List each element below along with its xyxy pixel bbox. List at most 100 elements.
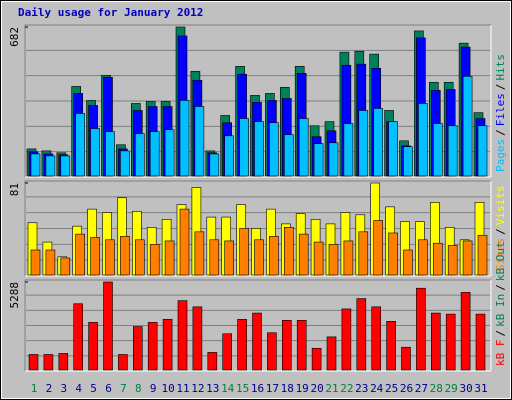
chart-title: Daily usage for January 2012 <box>18 6 203 19</box>
x-tick-label: 13 <box>206 382 219 395</box>
bar <box>462 240 473 276</box>
bar <box>311 347 322 371</box>
y-tick-label: 81 <box>8 183 21 196</box>
x-tick-label: 19 <box>296 382 309 395</box>
bar <box>88 322 98 371</box>
legend-separator: / <box>494 228 507 235</box>
bar <box>477 234 488 276</box>
bar <box>252 312 262 371</box>
x-tick-label: 25 <box>385 382 398 395</box>
bar <box>45 249 56 276</box>
x-tick-label: 18 <box>281 382 294 395</box>
x-tick-label: 11 <box>176 382 189 395</box>
bar <box>418 103 428 177</box>
x-tick-label: 24 <box>370 382 384 395</box>
bar <box>103 281 113 371</box>
x-tick-label: 30 <box>459 382 472 395</box>
y-tick-label: 5288 <box>8 282 21 309</box>
bar <box>254 121 264 177</box>
legend-entry: kB F <box>494 340 507 367</box>
bar <box>120 150 130 177</box>
x-tick-label: 4 <box>75 382 82 395</box>
bar <box>430 312 441 371</box>
bar <box>462 76 473 177</box>
bar <box>403 146 413 177</box>
bar <box>313 241 324 276</box>
legend-entry: Pages <box>494 139 507 172</box>
bar <box>447 125 458 177</box>
legend-entry: Hits <box>494 54 507 81</box>
bar <box>147 322 158 371</box>
x-tick-label: 31 <box>474 382 487 395</box>
x-tick-label: 29 <box>445 382 458 395</box>
bar <box>60 257 71 276</box>
bar <box>133 326 143 371</box>
bar <box>149 131 160 177</box>
bar <box>90 128 100 177</box>
x-tick-label: 2 <box>46 382 53 395</box>
bar <box>445 313 456 371</box>
bar <box>388 232 398 276</box>
legend: Sites / Visits <box>494 186 507 272</box>
legend-entry: Sites <box>494 238 507 271</box>
bar <box>373 108 384 177</box>
bar <box>432 242 443 276</box>
x-tick-label: 22 <box>340 382 353 395</box>
bar <box>179 208 190 276</box>
x-tick-label: 12 <box>191 382 204 395</box>
bar <box>269 236 279 276</box>
x-tick-label: 7 <box>120 382 127 395</box>
bar <box>120 236 130 276</box>
bar <box>179 100 190 177</box>
bar <box>418 239 428 276</box>
legend-entry: kB Out <box>494 241 507 281</box>
x-tick-label: 8 <box>135 382 142 395</box>
bar <box>358 110 369 177</box>
x-tick-label: 3 <box>60 382 67 395</box>
bar <box>149 244 160 276</box>
x-tick-label: 9 <box>150 382 157 395</box>
bar <box>222 333 232 371</box>
bar <box>194 106 205 177</box>
bar <box>388 121 398 177</box>
bar <box>281 320 292 371</box>
bar <box>30 249 41 276</box>
bar <box>90 237 100 276</box>
bar <box>283 134 294 177</box>
legend: Pages / Files / Hits <box>494 54 507 172</box>
bar <box>403 249 413 276</box>
legend-entry: Visits <box>494 186 507 226</box>
bar <box>475 313 486 371</box>
y-tick-label: 682 <box>8 27 21 47</box>
bar <box>298 233 309 276</box>
x-tick-label: 17 <box>266 382 279 395</box>
bar <box>356 298 367 371</box>
x-tick-label: 28 <box>430 382 443 395</box>
legend: kB F / kB In / kB Out <box>494 241 507 366</box>
bar <box>416 287 426 371</box>
x-tick-label: 20 <box>310 382 323 395</box>
legend-entry: kB In <box>494 294 507 327</box>
bar <box>209 153 220 177</box>
bar <box>194 231 205 276</box>
bar <box>432 123 443 177</box>
bar <box>118 354 128 371</box>
bar <box>371 306 382 371</box>
x-tick-label: 6 <box>105 382 112 395</box>
bar <box>313 143 324 177</box>
legend-separator: / <box>494 84 507 91</box>
bar <box>105 239 115 276</box>
bar <box>328 142 339 177</box>
bar <box>177 300 188 371</box>
x-tick-label: 21 <box>325 382 338 395</box>
legend-entry: Files <box>494 93 507 126</box>
bar <box>267 332 277 371</box>
x-tick-label: 23 <box>355 382 368 395</box>
bar <box>296 320 307 371</box>
bar <box>30 153 41 177</box>
bar <box>209 239 220 276</box>
bar <box>358 231 369 276</box>
bar <box>343 240 354 276</box>
